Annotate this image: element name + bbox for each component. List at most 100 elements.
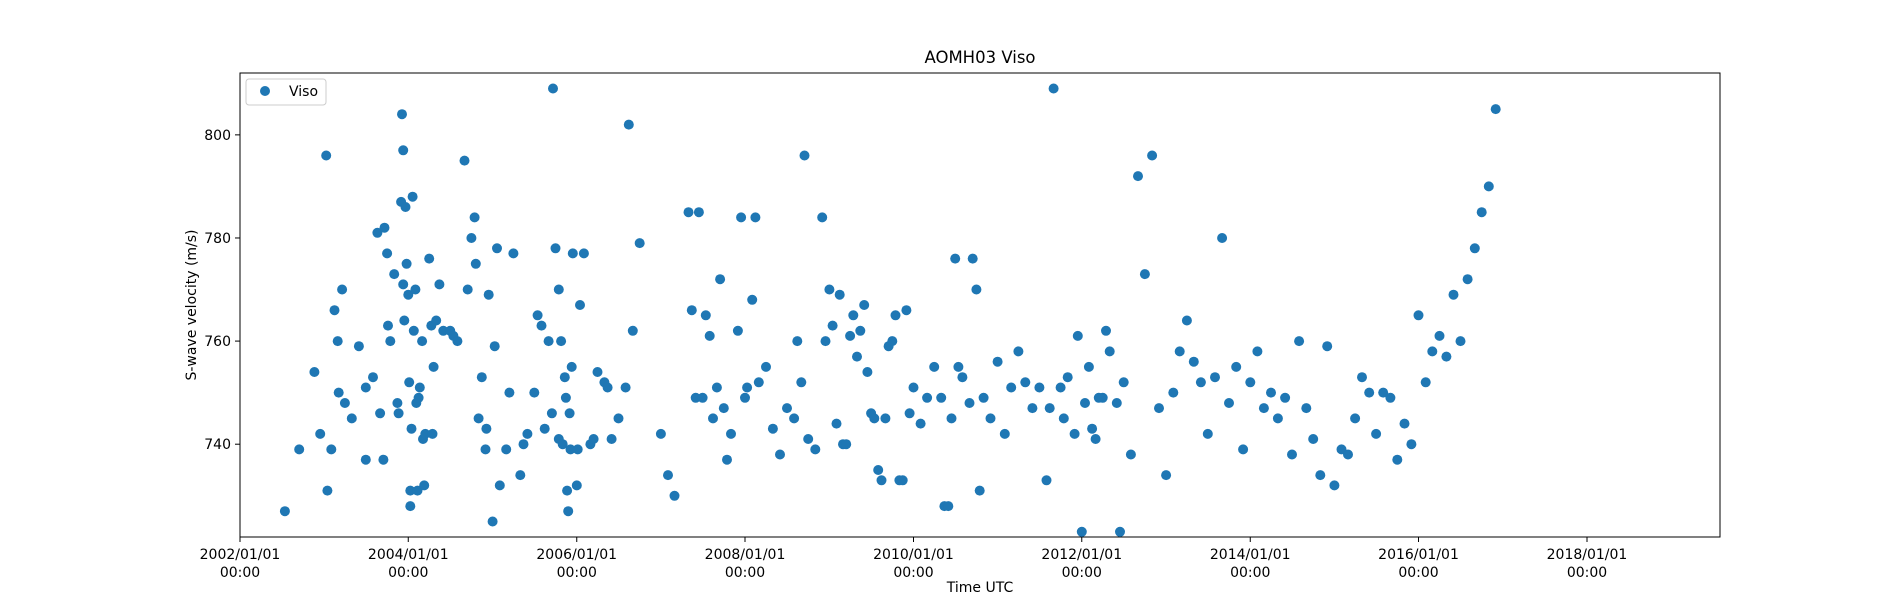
data-point <box>578 248 589 259</box>
data-point <box>550 243 561 254</box>
data-point <box>1154 403 1164 414</box>
data-point <box>529 387 540 398</box>
x-tick-label: 2016/01/01 <box>1378 547 1459 563</box>
data-point <box>379 222 390 233</box>
x-tick-label: 2008/01/01 <box>705 547 786 563</box>
data-point <box>1357 372 1367 383</box>
data-point <box>834 289 845 300</box>
data-point <box>368 372 378 383</box>
data-point <box>1202 428 1213 439</box>
data-point <box>1343 449 1353 460</box>
data-point <box>557 439 568 450</box>
data-point <box>1013 346 1024 357</box>
data-points <box>279 83 1501 537</box>
chart-title: AOMH03 Viso <box>924 48 1035 67</box>
data-point <box>1308 434 1319 444</box>
data-point <box>693 207 704 218</box>
data-point <box>564 408 575 419</box>
y-tick-label: 800 <box>204 128 231 144</box>
data-point <box>1195 377 1206 388</box>
data-point <box>789 413 800 424</box>
data-point <box>504 387 515 398</box>
data-point <box>405 501 416 512</box>
data-point <box>1385 392 1396 403</box>
data-point <box>950 253 961 264</box>
data-point <box>571 480 582 491</box>
data-point <box>385 336 396 347</box>
x-tick-label-time: 00:00 <box>1062 565 1102 581</box>
data-point <box>1252 346 1263 357</box>
x-axis-ticks: 2002/01/01 00:00 2004/01/01 00:00 2006/01/01… <box>200 537 1628 581</box>
data-point <box>1455 336 1466 347</box>
legend-marker <box>260 86 270 96</box>
data-point <box>466 233 477 243</box>
plot-area <box>239 72 1721 538</box>
data-point <box>1080 398 1090 408</box>
x-tick-label-time: 00:00 <box>893 565 933 581</box>
data-point <box>588 434 599 444</box>
data-point <box>1104 346 1115 357</box>
data-point <box>718 403 729 414</box>
data-point <box>831 418 842 429</box>
data-point <box>553 284 564 295</box>
data-point <box>634 238 645 249</box>
x-tick-label-time: 00:00 <box>1398 565 1438 581</box>
data-point <box>704 330 715 341</box>
data-point <box>922 392 933 403</box>
x-tick-label-time: 00:00 <box>1230 565 1270 581</box>
data-point <box>1315 470 1326 481</box>
data-point <box>315 428 326 439</box>
data-point <box>1118 377 1129 388</box>
x-axis-label: Time UTC <box>946 580 1014 596</box>
data-point <box>1147 150 1158 161</box>
data-point <box>476 372 487 383</box>
data-point <box>686 305 697 316</box>
data-point <box>967 253 978 264</box>
data-point <box>971 284 982 295</box>
data-point <box>1027 403 1038 414</box>
data-point <box>722 454 732 465</box>
data-point <box>405 485 416 496</box>
data-point <box>1294 336 1305 347</box>
data-point <box>494 480 505 491</box>
data-point <box>1364 387 1375 398</box>
data-point <box>279 506 290 517</box>
data-point <box>401 258 412 269</box>
data-point <box>957 372 968 383</box>
data-point <box>683 207 694 218</box>
x-tick-label: 2002/01/01 <box>200 547 281 563</box>
data-point <box>753 377 764 388</box>
data-point <box>1490 104 1501 115</box>
data-point <box>575 300 585 310</box>
data-point <box>1006 382 1017 393</box>
data-point <box>742 382 753 393</box>
data-point <box>876 475 887 486</box>
data-point <box>817 212 828 223</box>
data-point <box>792 336 803 347</box>
legend-label: Viso <box>289 84 318 100</box>
data-point <box>915 418 926 429</box>
data-point <box>613 413 624 424</box>
data-point <box>904 408 915 419</box>
data-point <box>1266 387 1276 398</box>
data-point <box>953 361 964 372</box>
y-axis-ticks: 740 760 780 800 <box>204 128 240 453</box>
data-point <box>515 470 526 481</box>
data-point <box>602 382 613 393</box>
data-point <box>985 413 996 424</box>
x-tick-label: 2014/01/01 <box>1210 547 1291 563</box>
data-point <box>964 398 975 408</box>
data-point <box>382 248 393 259</box>
data-point <box>999 428 1010 439</box>
legend-box <box>245 78 327 106</box>
x-tick-label: 2018/01/01 <box>1547 547 1628 563</box>
data-point <box>761 361 771 372</box>
y-tick-label: 760 <box>204 334 231 350</box>
data-point <box>462 284 473 295</box>
data-point <box>393 408 404 419</box>
data-point <box>397 109 407 120</box>
x-tick-label-time: 00:00 <box>220 565 260 581</box>
data-point <box>669 490 680 501</box>
data-point <box>1188 356 1199 367</box>
y-tick-label: 740 <box>204 437 231 453</box>
